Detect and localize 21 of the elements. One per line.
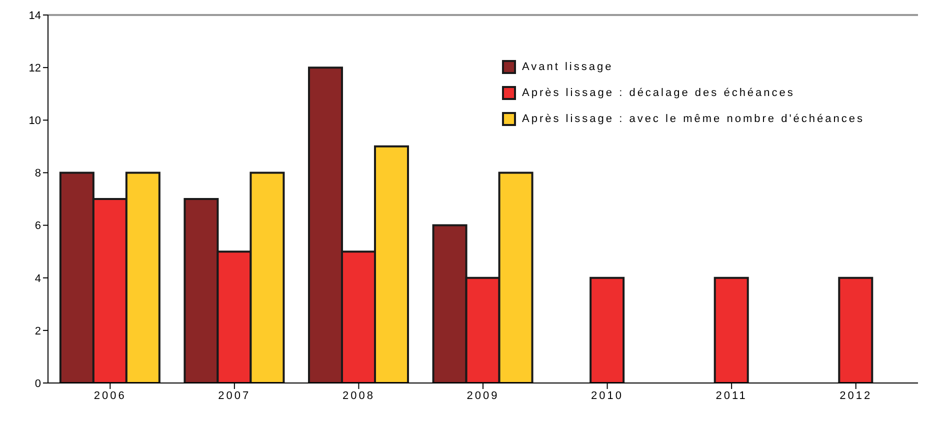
x-tick-label: 2007 <box>218 390 251 402</box>
y-tick-label: 14 <box>28 10 41 22</box>
y-tick-label: 6 <box>34 220 41 232</box>
bar <box>714 276 749 383</box>
x-tick-label: 2006 <box>94 390 126 402</box>
bar <box>838 276 874 383</box>
legend-label: Avant lissage <box>522 61 614 73</box>
x-tick-label: 2009 <box>466 390 500 402</box>
y-tick-label: 12 <box>28 62 41 74</box>
x-tick-label: 2011 <box>716 390 748 402</box>
x-tick-label: 2008 <box>342 390 375 402</box>
y-tick-label: 2 <box>34 325 41 338</box>
x-tick-label: 2012 <box>840 390 872 402</box>
legend-label: Après lissage : avec le même nombre d'échéances <box>522 113 865 125</box>
y-tick-label: 0 <box>34 378 41 390</box>
legend-label: Après lissage : décalage des échéances <box>522 87 795 99</box>
y-tick-label: 8 <box>34 168 41 180</box>
x-tick-label: 2010 <box>591 390 624 402</box>
y-tick-label: 10 <box>28 115 41 128</box>
y-tick-label: 4 <box>34 272 41 285</box>
bar <box>590 276 625 383</box>
